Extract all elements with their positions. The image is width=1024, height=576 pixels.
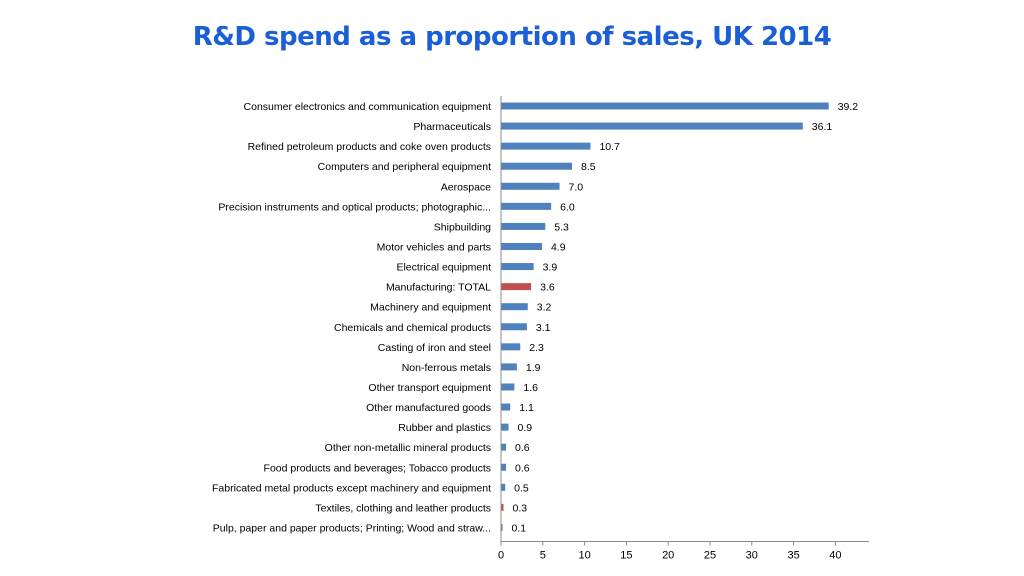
value-label: 5.3: [554, 221, 569, 233]
x-tick-label: 25: [704, 550, 716, 562]
value-label: 1.1: [519, 402, 534, 414]
category-label: Machinery and equipment: [370, 302, 491, 314]
value-label: 3.6: [540, 282, 555, 294]
value-label: 2.3: [529, 342, 544, 354]
category-label: Non-ferrous metals: [402, 362, 491, 374]
bar: [501, 343, 521, 351]
category-label: Other non-metallic mineral products: [325, 442, 491, 454]
bars-layer: Consumer electronics and communication e…: [212, 101, 858, 534]
value-label: 1.9: [526, 362, 541, 374]
category-label: Other transport equipment: [368, 382, 491, 394]
bar: [501, 222, 546, 230]
category-label: Chemicals and chemical products: [334, 322, 491, 334]
category-label: Fabricated metal products except machine…: [212, 482, 491, 494]
x-tick-label: 10: [578, 550, 590, 562]
x-tick-label: 0: [498, 550, 504, 562]
value-label: 1.6: [523, 382, 538, 394]
category-label: Refined petroleum products and coke oven…: [248, 141, 491, 153]
value-label: 39.2: [838, 101, 859, 113]
category-label: Manufacturing: TOTAL: [386, 282, 491, 294]
category-label: Textiles, clothing and leather products: [315, 502, 491, 514]
bar: [501, 102, 829, 110]
value-label: 3.1: [536, 322, 551, 334]
value-label: 0.1: [512, 522, 527, 534]
bar: [501, 503, 504, 511]
value-label: 0.3: [513, 502, 528, 514]
bar: [501, 523, 503, 531]
value-label: 0.5: [514, 482, 529, 494]
bar: [501, 463, 507, 471]
bar: [501, 443, 507, 451]
x-tick-label: 20: [662, 550, 674, 562]
category-label: Consumer electronics and communication e…: [244, 101, 492, 113]
value-label: 0.6: [515, 462, 530, 474]
category-label: Shipbuilding: [434, 221, 491, 233]
chart-title: R&D spend as a proportion of sales, UK 2…: [192, 22, 832, 52]
bar: [501, 202, 552, 210]
category-label: Other manufactured goods: [366, 402, 491, 414]
value-label: 36.1: [812, 121, 833, 133]
value-label: 6.0: [560, 201, 575, 213]
bar: [501, 283, 532, 291]
bar: [501, 263, 534, 271]
category-label: Pulp, paper and paper products; Printing…: [213, 522, 491, 534]
category-label: Aerospace: [441, 181, 491, 193]
category-label: Precision instruments and optical produc…: [218, 201, 491, 213]
x-tick-label: 5: [540, 550, 546, 562]
x-tick-label: 35: [787, 550, 799, 562]
x-tick-label: 40: [829, 550, 841, 562]
category-label: Casting of iron and steel: [378, 342, 491, 354]
value-label: 4.9: [551, 241, 566, 253]
category-label: Pharmaceuticals: [413, 121, 491, 133]
bar: [501, 182, 560, 190]
value-label: 3.9: [543, 262, 558, 274]
value-label: 0.9: [518, 422, 533, 434]
category-label: Motor vehicles and parts: [377, 241, 491, 253]
value-label: 0.6: [515, 442, 530, 454]
bar: [501, 303, 528, 311]
value-label: 7.0: [569, 181, 584, 193]
category-label: Food products and beverages; Tobacco pro…: [264, 462, 491, 474]
bar: [501, 363, 517, 371]
x-tick-label: 30: [746, 550, 758, 562]
category-label: Electrical equipment: [396, 262, 491, 274]
bar: [501, 423, 509, 431]
bar: [501, 122, 803, 130]
bar: [501, 242, 542, 250]
category-label: Computers and peripheral equipment: [318, 161, 491, 173]
bar: [501, 323, 527, 331]
x-tick-label: 15: [620, 550, 632, 562]
x-axis: 0 5 10 15 20 25 30 35 40: [498, 95, 869, 562]
value-label: 3.2: [537, 302, 552, 314]
bar: [501, 383, 515, 391]
bar: [501, 142, 591, 150]
bar: [501, 483, 506, 491]
bar: [501, 162, 573, 170]
value-label: 10.7: [599, 141, 620, 153]
bar: [501, 403, 511, 411]
value-label: 8.5: [581, 161, 596, 173]
category-label: Rubber and plastics: [398, 422, 491, 434]
